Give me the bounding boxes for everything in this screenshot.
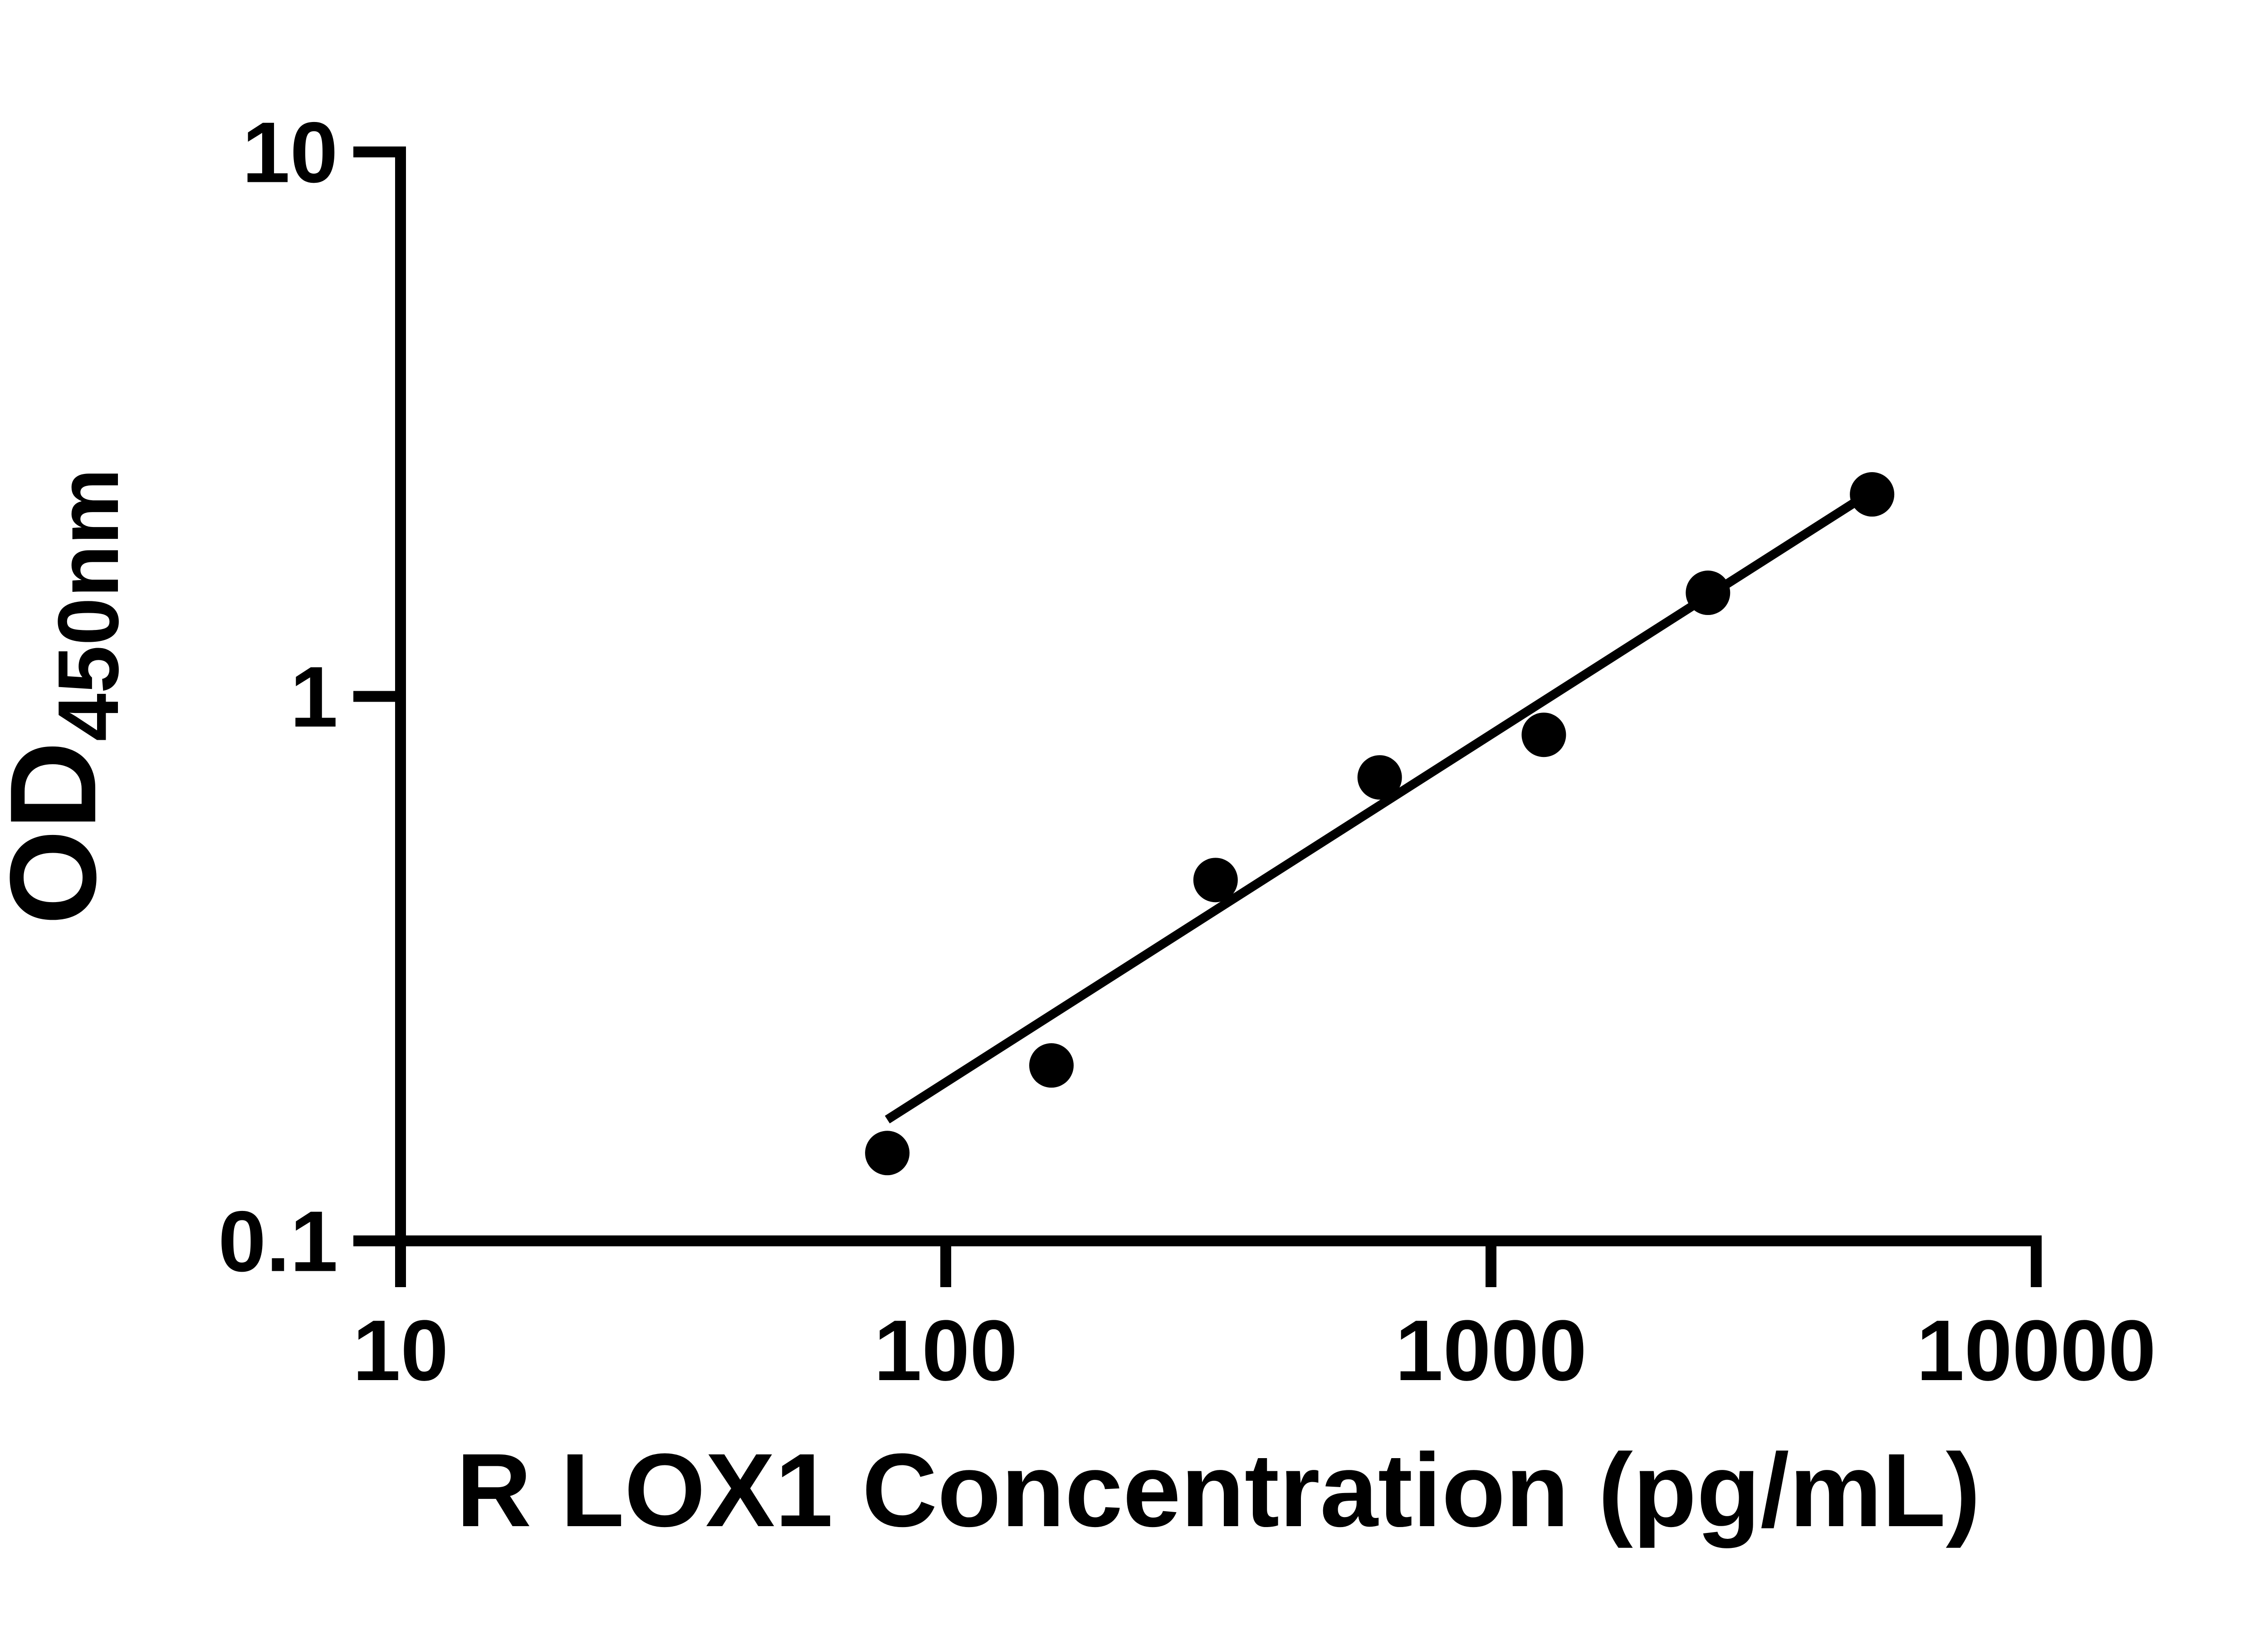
y-axis-title-main: OD — [0, 742, 122, 925]
y-tick-label: 10 — [242, 105, 338, 201]
x-tick-label: 10 — [352, 1303, 448, 1399]
y-axis-title-subscript: 450nm — [40, 468, 137, 741]
plot-generated-layer: 10 100 1000 10000 10 1 0.1 — [218, 105, 2156, 1399]
data-point — [1193, 858, 1238, 903]
y-tick-label: 0.1 — [218, 1194, 338, 1290]
x-axis-title: R LOX1 Concentration (pg/mL) — [456, 1432, 1981, 1548]
data-point — [1850, 472, 1895, 517]
data-point — [1357, 755, 1402, 800]
data-point — [865, 1131, 910, 1176]
data-point — [1521, 713, 1566, 757]
x-tick-label: 100 — [874, 1303, 1017, 1399]
y-axis-title: OD450nm — [0, 468, 137, 925]
y-tick-label: 1 — [290, 649, 338, 745]
x-tick-label: 10000 — [1916, 1303, 2156, 1399]
data-point — [1029, 1043, 1074, 1088]
data-point — [1686, 571, 1730, 615]
x-tick-label: 1000 — [1395, 1303, 1587, 1399]
